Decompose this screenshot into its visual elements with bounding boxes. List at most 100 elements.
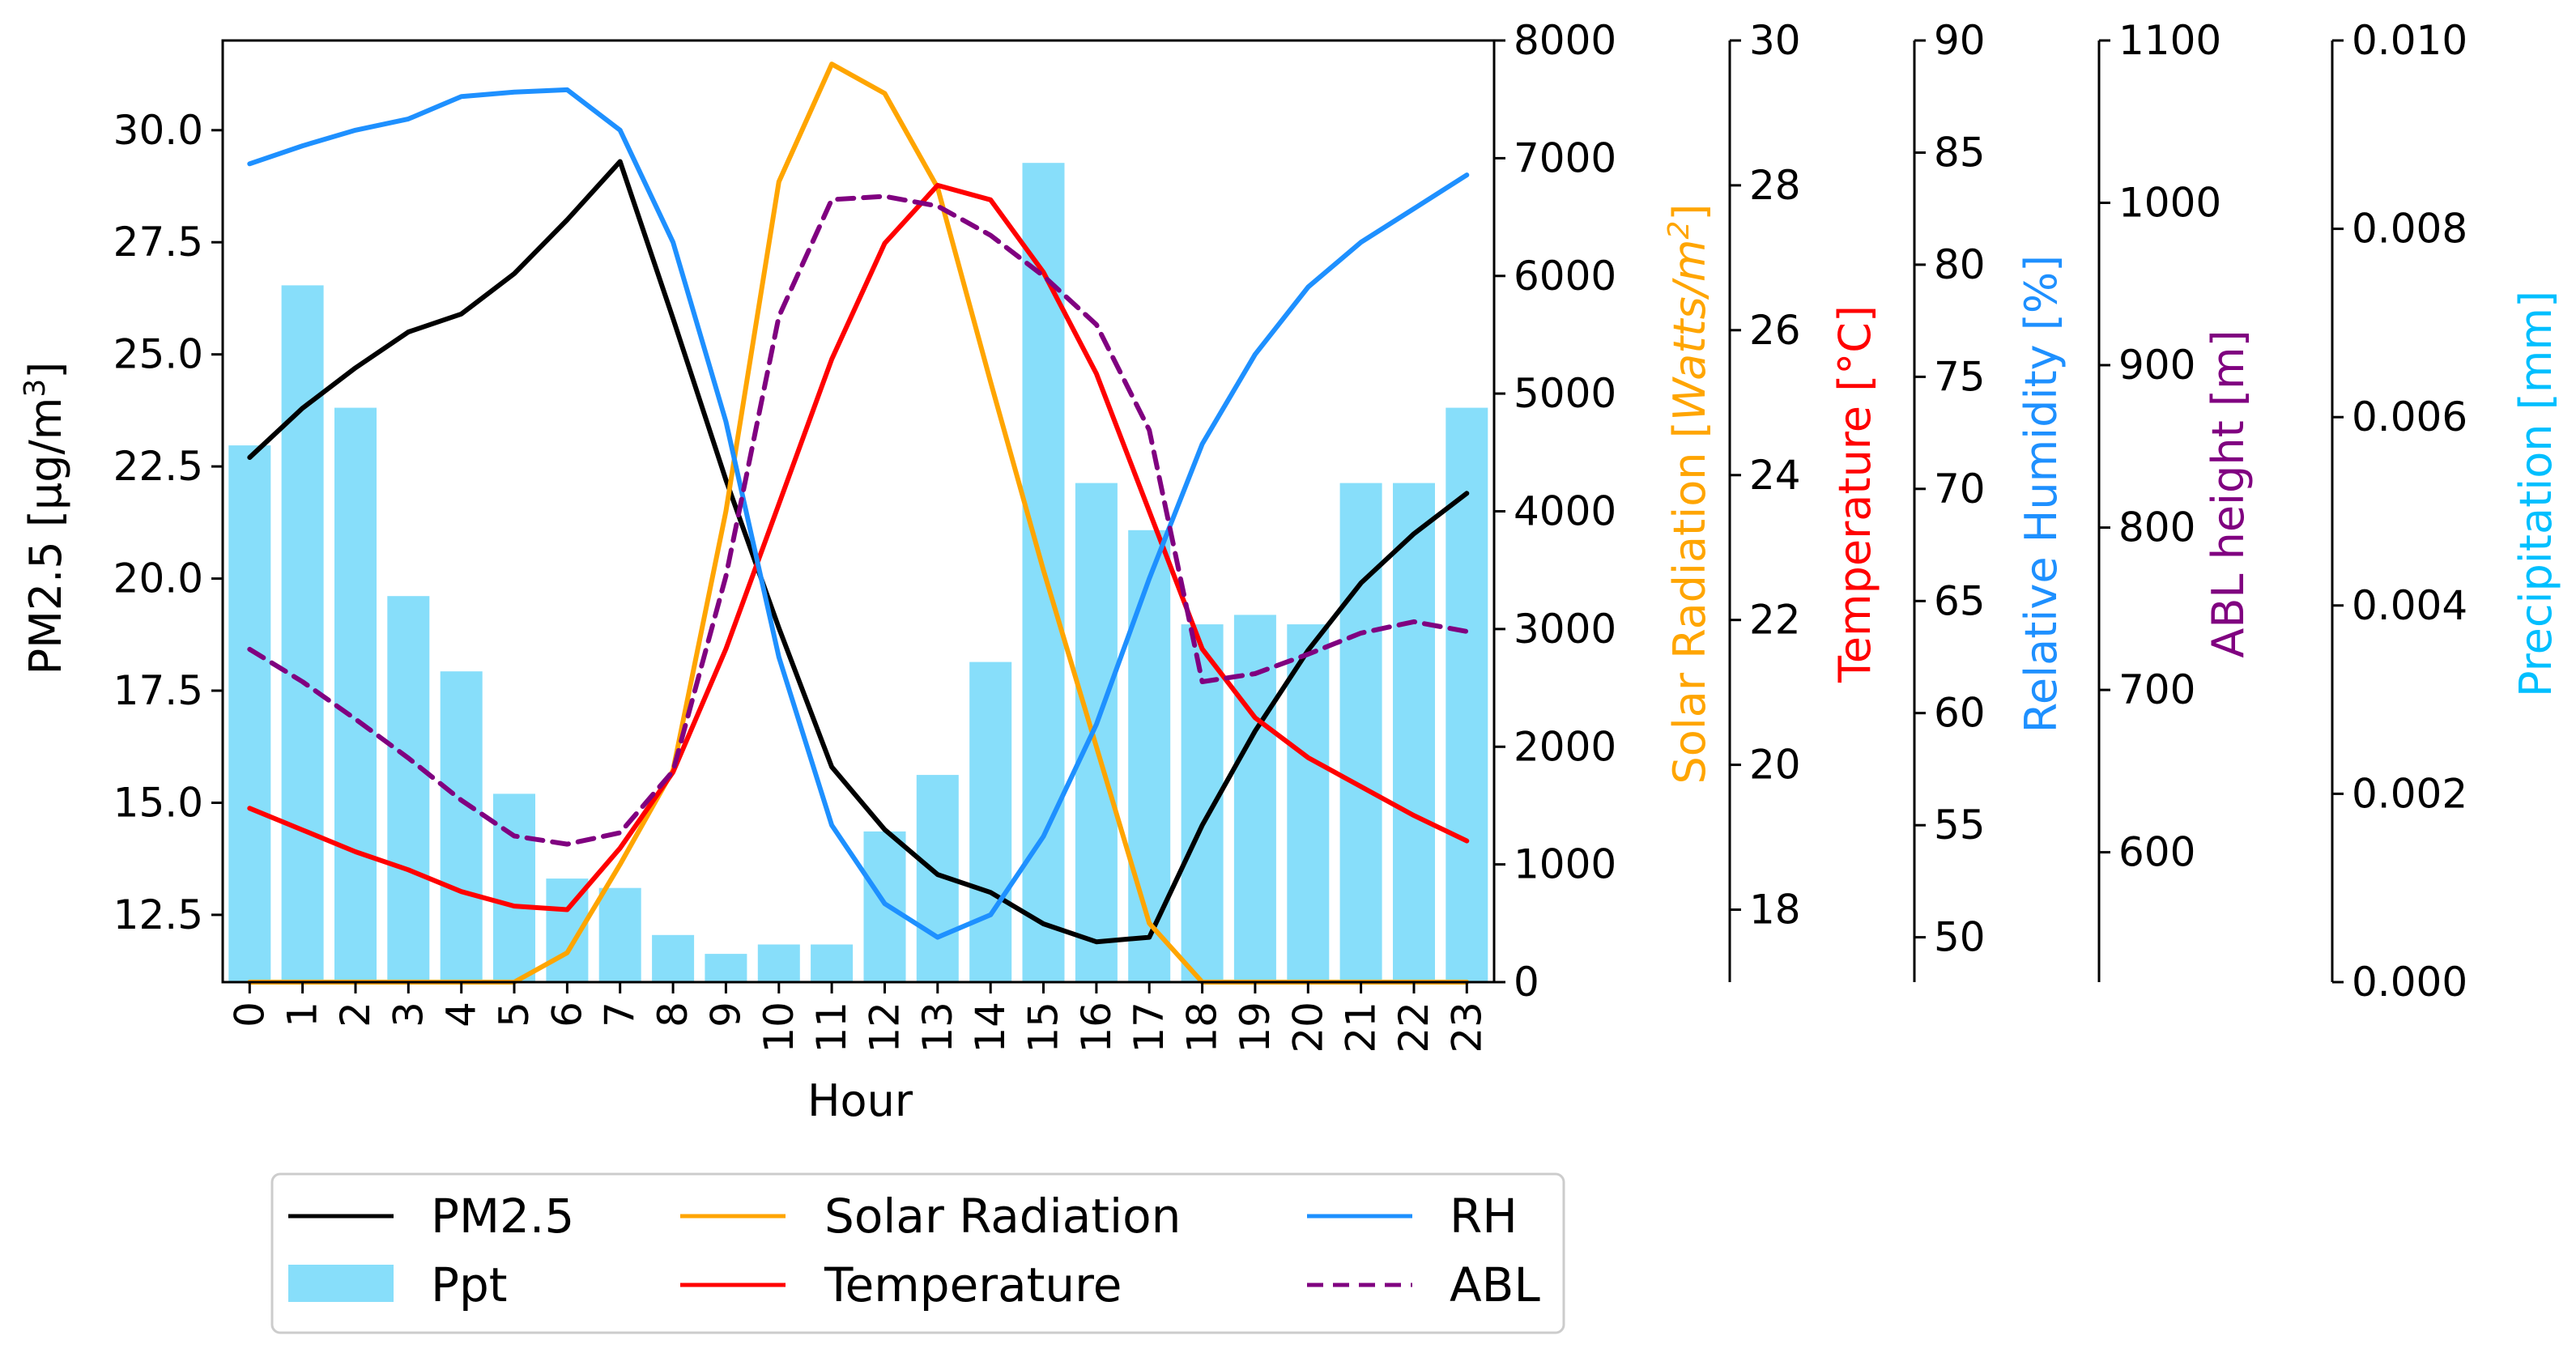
ppt-bar-21: [1339, 483, 1382, 982]
ppt-tick-label-0.000: 0.000: [2352, 959, 2467, 1006]
pm25-tick-label-12.5: 12.5: [113, 891, 203, 938]
ppt-bar-2: [334, 407, 377, 983]
ppt-bar-11: [811, 944, 854, 982]
series-line-rh: [247, 87, 1470, 940]
x-tick-label-7: 7: [597, 1002, 644, 1027]
legend-label-temperature: Temperature: [824, 1257, 1122, 1312]
temperature-axis-title: Temperature [°C]: [1829, 305, 1880, 683]
rh-tick-label-65: 65: [1934, 577, 1986, 624]
solar-tick-label-4000: 4000: [1514, 488, 1616, 535]
x-tick-label-22: 22: [1390, 1002, 1437, 1053]
abl-tick-label-700: 700: [2118, 666, 2195, 713]
abl-axis-title: ABL height [m]: [2203, 330, 2254, 657]
pm25-tick-label-27.5: 27.5: [113, 219, 203, 266]
ppt-bar-5: [493, 793, 535, 982]
series-line-temperature: [247, 182, 1470, 912]
x-tick-label-3: 3: [385, 1002, 432, 1027]
abl-tick-label-1100: 1100: [2118, 17, 2221, 64]
rh-tick-label-90: 90: [1934, 17, 1986, 64]
x-tick-label-19: 19: [1232, 1002, 1279, 1053]
solar-tick-label-2000: 2000: [1514, 723, 1616, 770]
x-tick-label-6: 6: [543, 1002, 590, 1027]
ppt-bar-4: [440, 671, 483, 982]
x-tick-label-21: 21: [1338, 1002, 1385, 1053]
ppt-bar-7: [598, 887, 641, 982]
temp-tick-label-30: 30: [1749, 17, 1801, 64]
temp-tick-label-18: 18: [1749, 887, 1801, 934]
legend-label-rh: RH: [1450, 1189, 1518, 1244]
x-tick-label-16: 16: [1073, 1002, 1120, 1053]
x-tick-label-20: 20: [1284, 1002, 1331, 1053]
solar-tick-label-5000: 5000: [1514, 370, 1616, 417]
pm25-tick-label-15.0: 15.0: [113, 780, 203, 827]
ppt-bar-19: [1233, 615, 1276, 982]
ppt-bar-8: [652, 934, 695, 982]
ppt-tick-label-0.002: 0.002: [2352, 770, 2467, 817]
temp-tick-label-26: 26: [1749, 307, 1801, 354]
temp-tick-label-20: 20: [1749, 742, 1801, 789]
x-tick-label-10: 10: [756, 1002, 803, 1053]
legend-label-pm25: PM2.5: [431, 1189, 574, 1244]
legend-box: [270, 1172, 1565, 1334]
rh-tick-label-50: 50: [1934, 914, 1986, 961]
x-tick-label-17: 17: [1126, 1002, 1173, 1053]
x-tick-label-8: 8: [649, 1002, 696, 1027]
x-tick-label-13: 13: [914, 1002, 961, 1053]
x-tick-label-0: 0: [226, 1002, 273, 1027]
legend-label-solar: Solar Radiation: [824, 1189, 1181, 1244]
legend-swatch-ppt: [288, 1265, 394, 1302]
abl-tick-label-900: 900: [2118, 342, 2195, 389]
rh-tick-label-80: 80: [1934, 241, 1986, 288]
ppt-bar-0: [228, 445, 271, 982]
solar-tick-label-8000: 8000: [1514, 17, 1616, 64]
ppt-bars: [228, 163, 1488, 983]
legend-label-abl: ABL: [1450, 1257, 1540, 1312]
x-tick-label-9: 9: [702, 1002, 749, 1027]
ppt-bar-17: [1128, 530, 1171, 982]
pm25-tick-label-20.0: 20.0: [113, 555, 203, 602]
abl-tick-label-800: 800: [2118, 504, 2195, 551]
ppt-bar-12: [863, 831, 906, 982]
x-tick-label-18: 18: [1179, 1002, 1226, 1053]
x-tick-label-1: 1: [279, 1002, 326, 1027]
x-tick-label-12: 12: [862, 1002, 909, 1053]
pm25-tick-label-17.5: 17.5: [113, 667, 203, 714]
rh-tick-label-75: 75: [1934, 353, 1986, 400]
solar-tick-label-1000: 1000: [1514, 841, 1616, 888]
ppt-bar-20: [1287, 624, 1330, 982]
solar-tick-label-7000: 7000: [1514, 134, 1616, 181]
pm25-tick-label-25.0: 25.0: [113, 331, 203, 378]
rh-axis-title: Relative Humidity [%]: [2016, 255, 2067, 733]
temp-tick-label-24: 24: [1749, 452, 1801, 499]
series-lines: [247, 62, 1470, 985]
axes: 0 1 2 3 4 5 6 7 8 9 10 11 12 13 14 15 16 17 18 19 20 21 22 2312…: [113, 17, 2467, 1053]
rh-tick-label-70: 70: [1934, 466, 1986, 513]
x-tick-label-15: 15: [1020, 1002, 1067, 1053]
rh-tick-label-85: 85: [1934, 130, 1986, 177]
pm25-tick-label-30.0: 30.0: [113, 107, 203, 154]
rh-tick-label-55: 55: [1934, 802, 1986, 849]
x-tick-label-11: 11: [808, 1002, 855, 1053]
ppt-bar-14: [969, 661, 1012, 982]
series-line-solar-radiation: [247, 62, 1470, 985]
ppt-bar-10: [757, 944, 800, 982]
x-tick-label-5: 5: [491, 1002, 538, 1027]
x-tick-label-4: 4: [438, 1002, 485, 1027]
ppt-tick-label-0.006: 0.006: [2352, 393, 2467, 440]
ppt-bar-16: [1075, 483, 1118, 982]
x-axis-title: Hour: [807, 1075, 913, 1126]
ppt-bar-9: [705, 954, 747, 982]
x-tick-label-14: 14: [967, 1002, 1014, 1053]
ppt-bar-3: [387, 596, 430, 982]
legend: PM2.5 Ppt Solar Radiation Temperature RH…: [270, 1172, 1565, 1334]
x-tick-label-23: 23: [1443, 1002, 1490, 1053]
ppt-tick-label-0.010: 0.010: [2352, 17, 2467, 64]
solar-tick-label-0: 0: [1514, 959, 1539, 1006]
ppt-bar-1: [281, 285, 324, 982]
pm25-axis-title: PM2.5 [µg/m3]: [19, 362, 71, 675]
temp-tick-label-22: 22: [1749, 597, 1801, 644]
series-line-pm2-5: [247, 159, 1470, 945]
pm25-tick-label-22.5: 22.5: [113, 443, 203, 490]
precipitation-axis-title: Precipitation [mm]: [2510, 291, 2561, 697]
